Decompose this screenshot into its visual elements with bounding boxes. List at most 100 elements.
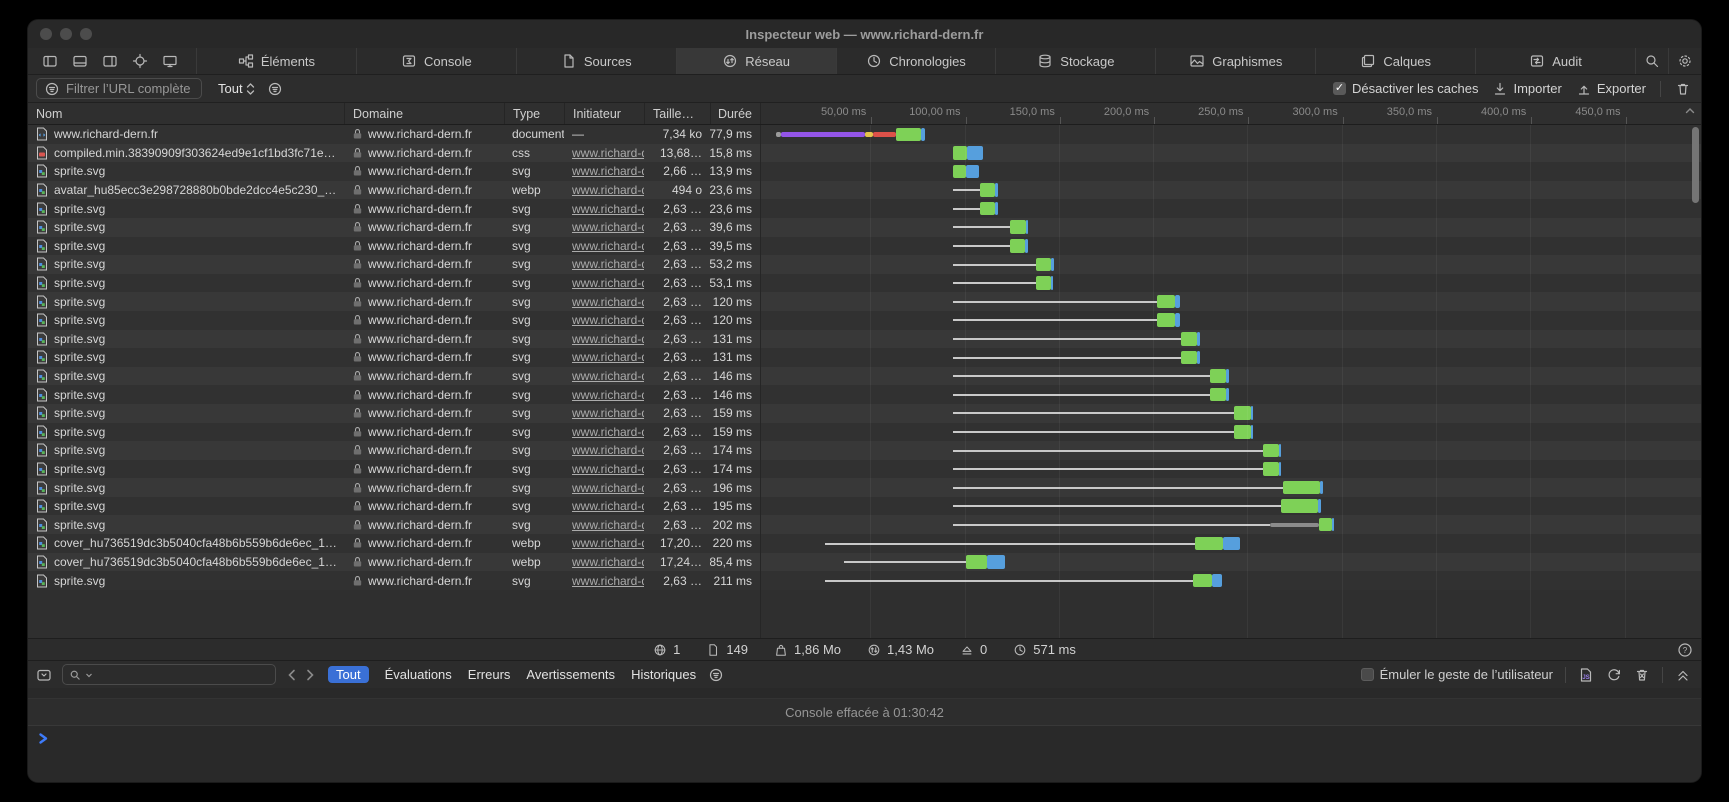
table-row[interactable]: sprite.svg www.richard-dern.fr svg www.rich… (28, 199, 1701, 218)
initiator-link[interactable]: www.richard-d… (572, 276, 644, 291)
table-row[interactable]: sprite.svg www.richard-dern.fr svg www.rich… (28, 385, 1701, 404)
initiator-link[interactable]: www.richard-d… (572, 201, 644, 216)
expand-console-icon[interactable] (1675, 667, 1691, 683)
initiator-link[interactable]: www.richard-d… (572, 220, 644, 235)
waterfall-cell[interactable] (760, 162, 1701, 181)
initiator-link[interactable]: www.richard-d… (572, 369, 644, 384)
table-row[interactable]: sprite.svg www.richard-dern.fr svg www.rich… (28, 571, 1701, 590)
help-icon[interactable]: ? (1677, 642, 1693, 658)
table-row[interactable]: sprite.svg www.richard-dern.fr svg www.rich… (28, 478, 1701, 497)
table-row[interactable]: sprite.svg www.richard-dern.fr svg www.rich… (28, 403, 1701, 423)
waterfall-cell[interactable] (760, 385, 1701, 404)
initiator-link[interactable]: www.richard-d… (572, 461, 644, 476)
table-row[interactable]: sprite.svg www.richard-dern.fr svg www.rich… (28, 292, 1701, 311)
column-header-duration[interactable]: Durée (710, 103, 760, 124)
initiator-link[interactable]: www.richard-d… (572, 573, 644, 588)
tab-audit[interactable]: Audit (1476, 48, 1637, 74)
console-scope-tout[interactable]: Tout (328, 666, 369, 683)
scroll-up-icon[interactable] (1685, 107, 1695, 115)
initiator-link[interactable]: www.richard-d… (572, 294, 644, 309)
waterfall-cell[interactable] (760, 478, 1701, 497)
table-row[interactable]: sprite.svg www.richard-dern.fr svg www.rich… (28, 496, 1701, 516)
table-row[interactable]: cover_hu736519dc3b5040cfa48b6b559b6de6ec… (28, 534, 1701, 553)
initiator-link[interactable]: www.richard-d… (572, 536, 644, 551)
emulate-user-gesture-checkbox[interactable]: Émuler le geste de l’utilisateur (1360, 667, 1553, 682)
table-row[interactable]: avatar_hu85ecc3e298728880b0bde2dcc4e5c23… (28, 180, 1701, 200)
minimize-window-button[interactable] (60, 28, 72, 40)
previous-result-button[interactable] (284, 669, 300, 681)
waterfall-cell[interactable] (760, 423, 1701, 442)
panel-right-icon[interactable] (102, 53, 118, 69)
initiator-link[interactable]: www.richard-d… (572, 424, 644, 439)
initiator-link[interactable]: www.richard-d… (572, 517, 644, 532)
waterfall-cell[interactable] (760, 497, 1701, 516)
tab-console[interactable]: Console (357, 48, 517, 74)
initiator-link[interactable]: www.richard-d… (572, 499, 644, 514)
initiator-link[interactable]: www.richard-d… (572, 406, 644, 421)
disable-caches-checkbox[interactable]: ✓ Désactiver les caches (1333, 81, 1478, 96)
initiator-link[interactable]: www.richard-d… (572, 443, 644, 458)
table-row[interactable]: compiled.min.38390909f303624ed9e1cf1bd3f… (28, 143, 1701, 163)
panel-bottom-icon[interactable] (72, 53, 88, 69)
waterfall-cell[interactable] (760, 460, 1701, 479)
waterfall-cell[interactable] (760, 553, 1701, 572)
tab-stockage[interactable]: Stockage (996, 48, 1157, 74)
waterfall-cell[interactable] (760, 330, 1701, 349)
tab-graphismes[interactable]: Graphismes (1156, 48, 1317, 74)
next-result-button[interactable] (302, 669, 318, 681)
close-window-button[interactable] (40, 28, 52, 40)
table-row[interactable]: sprite.svg www.richard-dern.fr svg www.rich… (28, 273, 1701, 293)
table-row[interactable]: sprite.svg www.richard-dern.fr svg www.rich… (28, 366, 1701, 386)
table-row[interactable]: sprite.svg www.richard-dern.fr svg www.rich… (28, 441, 1701, 460)
waterfall-cell[interactable] (760, 255, 1701, 274)
tab-sources[interactable]: Sources (517, 48, 677, 74)
tab-elements[interactable]: Éléments (197, 48, 357, 74)
table-row[interactable]: cover_hu736519dc3b5040cfa48b6b559b6de6ec… (28, 552, 1701, 572)
column-header-initiator[interactable]: Initiateur (564, 103, 644, 124)
waterfall-cell[interactable] (760, 181, 1701, 200)
vertical-scrollbar-thumb[interactable] (1692, 127, 1699, 203)
waterfall-cell[interactable] (760, 441, 1701, 460)
initiator-link[interactable]: www.richard-d… (572, 350, 644, 365)
element-picker-icon[interactable] (132, 53, 148, 69)
column-header-type[interactable]: Type (504, 103, 564, 124)
table-row[interactable]: www.richard-dern.fr www.richard-dern.fr do… (28, 125, 1701, 144)
table-row[interactable]: sprite.svg www.richard-dern.fr svg www.rich… (28, 236, 1701, 256)
table-row[interactable]: sprite.svg www.richard-dern.fr svg www.rich… (28, 217, 1701, 237)
initiator-link[interactable]: www.richard-d… (572, 238, 644, 253)
clear-network-items-icon[interactable] (1675, 81, 1691, 97)
waterfall-cell[interactable] (760, 571, 1701, 590)
waterfall-cell[interactable] (760, 534, 1701, 553)
export-button[interactable]: Exporter (1576, 81, 1646, 97)
initiator-link[interactable]: www.richard-d… (572, 183, 644, 198)
waterfall-cell[interactable] (760, 237, 1701, 256)
device-icon[interactable] (162, 53, 178, 69)
reload-icon[interactable] (1606, 667, 1622, 683)
waterfall-cell[interactable] (760, 144, 1701, 163)
table-row[interactable]: sprite.svg www.richard-dern.fr svg www.rich… (28, 255, 1701, 274)
waterfall-cell[interactable] (760, 292, 1701, 311)
waterfall-cell[interactable] (760, 367, 1701, 386)
table-row[interactable]: sprite.svg www.richard-dern.fr svg www.rich… (28, 515, 1701, 535)
initiator-link[interactable]: www.richard-d… (572, 480, 644, 495)
initiator-link[interactable]: www.richard-d… (572, 257, 644, 272)
table-row[interactable]: sprite.svg www.richard-dern.fr svg www.rich… (28, 459, 1701, 479)
column-header-domain[interactable]: Domaine (344, 103, 504, 124)
waterfall-cell[interactable] (760, 348, 1701, 367)
panel-left-icon[interactable] (42, 53, 58, 69)
column-header-name[interactable]: Nom (36, 106, 63, 121)
waterfall-cell[interactable] (760, 311, 1701, 330)
tab-settings[interactable] (1669, 48, 1701, 74)
tab-search[interactable] (1636, 48, 1669, 74)
waterfall-cell[interactable] (760, 199, 1701, 218)
table-row[interactable]: sprite.svg www.richard-dern.fr svg www.rich… (28, 422, 1701, 442)
waterfall-cell[interactable] (760, 404, 1701, 423)
url-filter-input[interactable]: Filtrer l’URL complète (36, 78, 202, 99)
waterfall-cell[interactable] (760, 125, 1701, 144)
console-scope-evaluations[interactable]: Évaluations (384, 667, 452, 682)
resource-type-dropdown[interactable]: Tout (218, 81, 255, 96)
console-prompt-chevron[interactable] (38, 732, 49, 745)
initiator-link[interactable]: www.richard-d… (572, 387, 644, 402)
console-scope-erreurs[interactable]: Erreurs (467, 667, 511, 682)
initiator-link[interactable]: www.richard-d… (572, 164, 644, 179)
